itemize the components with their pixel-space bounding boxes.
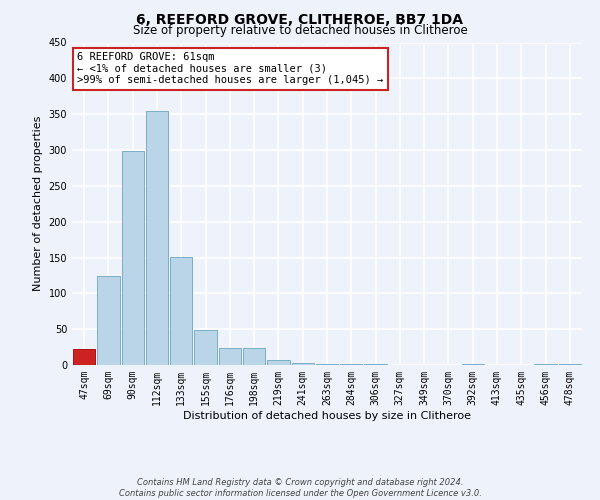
Bar [97, 276, 119, 365]
Bar [364, 364, 387, 365]
Bar [194, 330, 217, 365]
Bar [122, 152, 144, 365]
Bar [218, 348, 241, 365]
Y-axis label: Number of detached properties: Number of detached properties [33, 116, 43, 292]
Bar [243, 348, 265, 365]
Text: Contains HM Land Registry data © Crown copyright and database right 2024.
Contai: Contains HM Land Registry data © Crown c… [119, 478, 481, 498]
Bar [267, 360, 290, 365]
Bar [461, 364, 484, 365]
X-axis label: Distribution of detached houses by size in Clitheroe: Distribution of detached houses by size … [183, 410, 471, 420]
Bar [316, 364, 338, 365]
Text: 6, REEFORD GROVE, CLITHEROE, BB7 1DA: 6, REEFORD GROVE, CLITHEROE, BB7 1DA [137, 12, 464, 26]
Bar [559, 364, 581, 365]
Bar [535, 364, 557, 365]
Bar [170, 257, 193, 365]
Text: 6 REEFORD GROVE: 61sqm
← <1% of detached houses are smaller (3)
>99% of semi-det: 6 REEFORD GROVE: 61sqm ← <1% of detached… [77, 52, 383, 86]
Text: Size of property relative to detached houses in Clitheroe: Size of property relative to detached ho… [133, 24, 467, 37]
Bar [340, 364, 362, 365]
Bar [292, 363, 314, 365]
Bar [146, 112, 168, 365]
Bar [73, 349, 95, 365]
